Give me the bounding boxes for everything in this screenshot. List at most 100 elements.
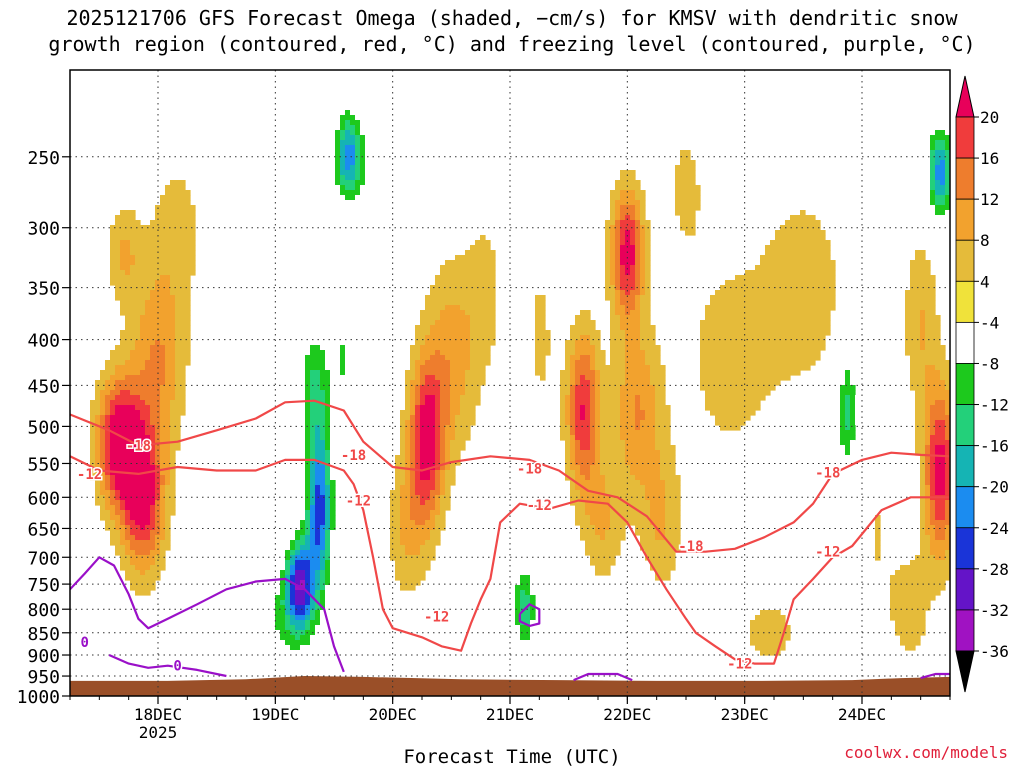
omega-cell	[365, 150, 386, 156]
omega-cell	[845, 400, 851, 406]
omega-cell	[835, 425, 841, 431]
omega-cell	[835, 405, 841, 411]
omega-cell	[645, 415, 656, 421]
omega-cell	[305, 585, 311, 591]
omega-cell	[340, 160, 346, 166]
omega-cell	[405, 545, 421, 551]
omega-cell	[365, 135, 381, 141]
omega-cell	[595, 435, 601, 441]
omega-cell	[150, 520, 156, 526]
omega-cell	[640, 215, 646, 221]
omega-cell	[530, 595, 536, 601]
omega-cell	[515, 580, 521, 586]
omega-cell	[445, 445, 451, 451]
omega-cell	[890, 600, 931, 606]
omega-cell	[445, 475, 456, 481]
omega-cell	[945, 145, 950, 151]
omega-cell	[945, 165, 950, 171]
omega-cell	[415, 365, 421, 371]
omega-cell	[405, 370, 416, 376]
omega-cell	[160, 390, 176, 396]
omega-cell	[435, 350, 441, 356]
omega-cell	[155, 560, 166, 566]
omega-cell	[550, 130, 571, 136]
omega-cell	[315, 465, 326, 471]
omega-cell	[135, 260, 196, 266]
omega-cell	[320, 540, 326, 546]
omega-cell	[420, 315, 441, 321]
omega-cell	[410, 395, 416, 401]
omega-cell	[410, 490, 416, 496]
omega-cell	[535, 340, 551, 346]
omega-cell	[395, 560, 431, 566]
omega-cell	[400, 430, 406, 436]
omega-cell	[345, 195, 356, 201]
omega-cell	[290, 525, 301, 531]
omega-cell	[755, 265, 836, 271]
omega-cell	[315, 450, 326, 456]
omega-cell	[535, 295, 546, 301]
omega-cell	[895, 620, 926, 626]
omega-cell	[550, 150, 571, 156]
omega-cell	[640, 335, 656, 341]
omega-cell	[165, 530, 171, 536]
omega-cell	[285, 625, 296, 631]
omega-cell	[515, 590, 521, 596]
omega-cell	[300, 380, 306, 386]
omega-cell	[645, 260, 651, 266]
omega-cell	[930, 205, 936, 211]
omega-cell	[575, 385, 591, 391]
omega-cell	[345, 165, 351, 171]
omega-cell	[400, 500, 411, 506]
omega-cell	[510, 495, 526, 501]
omega-cell	[930, 130, 936, 136]
omega-cell	[100, 505, 106, 511]
omega-cell	[450, 405, 461, 411]
omega-cell	[650, 500, 666, 506]
omega-cell	[100, 415, 106, 421]
omega-cell	[410, 510, 431, 516]
omega-cell	[845, 380, 851, 386]
omega-cell	[420, 470, 431, 476]
omega-cell	[430, 355, 446, 361]
omega-cell	[415, 395, 421, 401]
omega-cell	[750, 640, 786, 646]
omega-cell	[305, 540, 311, 546]
omega-cell	[315, 440, 326, 446]
omega-cell	[165, 365, 176, 371]
omega-cell	[305, 630, 316, 636]
omega-cell	[940, 160, 946, 166]
dgz-contour-label: -12	[815, 545, 840, 561]
omega-cell	[875, 555, 881, 561]
omega-cell	[150, 460, 156, 466]
omega-cell	[850, 380, 856, 386]
omega-cell	[125, 315, 141, 321]
omega-cell	[555, 165, 561, 171]
omega-cell	[515, 420, 521, 426]
omega-cell	[325, 510, 331, 516]
omega-cell	[310, 385, 321, 391]
omega-cell	[920, 330, 926, 336]
omega-cell	[315, 515, 326, 521]
omega-cell	[640, 245, 646, 251]
omega-cell	[520, 630, 531, 636]
omega-cell	[400, 520, 416, 526]
omega-cell	[925, 435, 931, 441]
omega-cell	[150, 440, 156, 446]
omega-cell	[635, 405, 641, 411]
credit-link[interactable]: coolwx.com/models	[844, 743, 1008, 762]
omega-cell	[595, 360, 606, 366]
omega-cell	[175, 380, 186, 386]
omega-cell	[925, 170, 931, 176]
omega-cell	[325, 355, 341, 361]
omega-cell	[115, 215, 136, 221]
omega-cell	[325, 450, 331, 456]
omega-cell	[110, 250, 121, 256]
omega-cell	[635, 255, 641, 261]
omega-cell	[890, 585, 946, 591]
omega-cell	[575, 440, 581, 446]
omega-cell	[330, 515, 336, 521]
omega-cell	[415, 460, 421, 466]
omega-cell	[520, 600, 531, 606]
colorbar-swatch	[955, 363, 975, 405]
